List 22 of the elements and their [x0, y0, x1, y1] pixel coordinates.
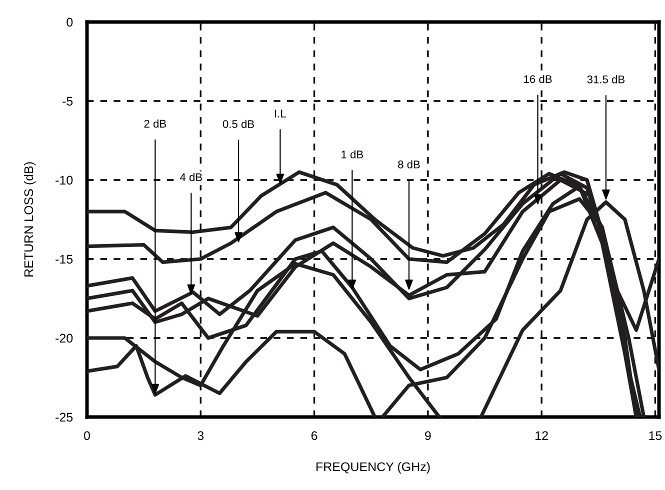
annotation: 2 dB: [144, 120, 166, 128]
x-tick-label: 3: [198, 431, 204, 440]
annotation: 0.5 dB: [222, 120, 254, 128]
annotation: I.L: [275, 110, 286, 118]
y-tick-label: 0: [66, 18, 73, 27]
annotation: 8 dB: [398, 160, 420, 168]
annotation: 4 dB: [180, 172, 202, 182]
x-tick-label: 12: [536, 431, 548, 440]
annotation: 16 dB: [524, 74, 552, 84]
x-axis-title: FREQUENCY (GHz): [316, 462, 430, 474]
y-tick-label: -20: [56, 334, 73, 343]
y-tick-label: -25: [56, 412, 73, 422]
x-tick-label: 9: [425, 431, 431, 440]
x-tick-label: 0: [84, 431, 90, 440]
y-axis-title: RETURN LOSS (dB): [24, 162, 36, 276]
x-tick-label: 6: [311, 431, 318, 440]
annotation: 31.5 dB: [587, 75, 625, 84]
y-tick-label: -5: [62, 96, 73, 106]
x-tick-label: 15: [649, 431, 662, 440]
y-tick-label: -10: [56, 176, 73, 185]
annotation: 1 dB: [342, 150, 364, 158]
y-tick-label: -15: [56, 254, 73, 264]
